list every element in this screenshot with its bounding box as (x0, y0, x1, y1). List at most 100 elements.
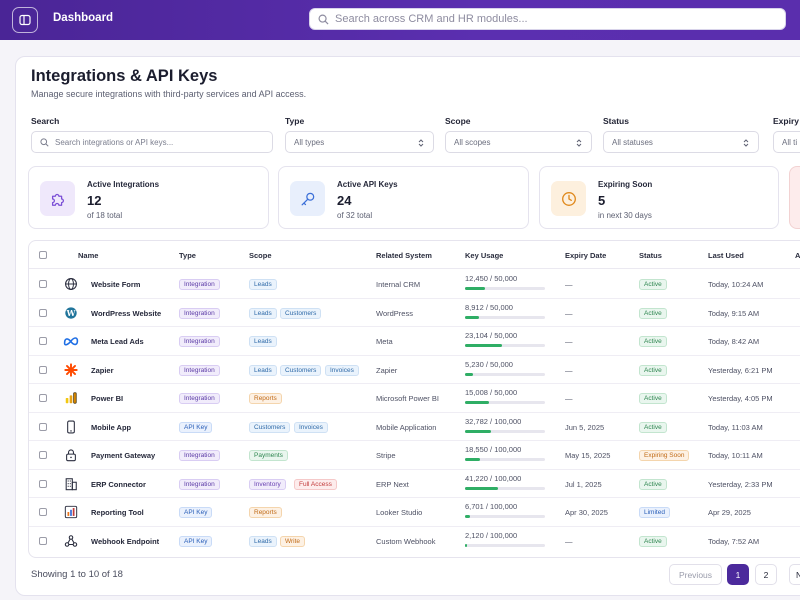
scope-badge-invoices: Invoices (294, 421, 328, 433)
table-row[interactable]: Payment Gateway Integration Payments Stripe… (29, 441, 800, 470)
type-badge: Integration (179, 450, 220, 461)
type-badge: API Key (179, 507, 213, 518)
expiry-select[interactable]: All ti (773, 131, 800, 153)
expiry-date: Jul 1, 2025 (565, 479, 602, 489)
row-name[interactable]: ERP Connector (91, 479, 146, 489)
key-usage-text: 12,450 / 50,000 (465, 274, 518, 283)
key-usage-bar-fill (465, 458, 480, 461)
key-usage-bar-fill (465, 372, 474, 376)
table-row[interactable]: Meta Lead Ads Integration Leads Meta 23,104 … (29, 327, 800, 356)
scope-badge-leads: Leads (249, 535, 277, 547)
status-badge: Active (639, 535, 667, 547)
row-checkbox[interactable] (39, 508, 47, 516)
key-icon (290, 181, 325, 216)
key-usage-text: 15,008 / 50,000 (465, 388, 518, 397)
key-usage-text: 6,701 / 100,000 (465, 502, 518, 511)
table-row[interactable]: Reporting Tool API Key Reports Looker Studi… (29, 498, 800, 527)
col-type[interactable]: Type (179, 251, 196, 260)
expiry-date: — (565, 337, 573, 346)
row-checkbox[interactable] (39, 536, 47, 545)
col-status[interactable]: Status (639, 251, 662, 260)
col-key-usage[interactable]: Key Usage (465, 251, 504, 260)
scope-badge-reports: Reports (249, 507, 282, 518)
row-name[interactable]: Zapier (91, 365, 114, 375)
chart-icon (63, 504, 79, 520)
row-name[interactable]: Webhook Endpoint (91, 536, 160, 546)
page-2-button[interactable]: 2 (755, 564, 777, 585)
page-subtitle: Manage secure integrations with third-pa… (31, 89, 307, 99)
row-name[interactable]: Power BI (91, 394, 124, 403)
row-checkbox[interactable] (39, 422, 47, 431)
row-name[interactable]: Mobile App (91, 422, 132, 432)
key-usage-text: 18,550 / 100,000 (465, 445, 522, 454)
row-name[interactable]: Meta Lead Ads (91, 337, 144, 346)
type-badge: Integration (179, 478, 220, 490)
scope-select[interactable]: All scopes (445, 131, 592, 153)
page-1-button[interactable]: 1 (727, 564, 749, 585)
svg-text:W: W (66, 308, 76, 317)
type-badge: API Key (179, 535, 213, 547)
row-checkbox[interactable] (39, 479, 47, 488)
table-row[interactable]: Power BI Integration Reports Microsoft Powe… (29, 384, 800, 413)
col-actions: Ac (795, 251, 800, 260)
row-checkbox[interactable] (39, 308, 47, 317)
status-filter-label: Status (603, 116, 629, 126)
global-search[interactable] (309, 8, 786, 30)
row-checkbox[interactable] (39, 394, 47, 402)
select-all-checkbox[interactable] (39, 251, 47, 259)
stat-label: Active API Keys (337, 180, 398, 189)
status-badge: Active (639, 478, 667, 490)
scope-badge-invoices: Invoices (325, 364, 359, 376)
table-row[interactable]: ERP Connector Integration Inventory Full Ac… (29, 470, 800, 498)
last-used: Yesterday, 4:05 PM (708, 394, 773, 403)
status-badge: Active (639, 421, 667, 433)
related-system: Mobile Application (376, 422, 437, 432)
col-name[interactable]: Name (78, 251, 99, 260)
row-name[interactable]: Payment Gateway (91, 451, 156, 460)
status-select-value: All statuses (612, 137, 653, 147)
expiry-filter-label: Expiry (773, 116, 799, 126)
expiry-date: May 15, 2025 (565, 451, 611, 460)
scope-badge-leads: Leads (249, 307, 277, 319)
row-checkbox[interactable] (39, 451, 47, 459)
last-used: Today, 7:52 AM (708, 536, 760, 546)
related-system: Custom Webhook (376, 536, 436, 546)
type-select[interactable]: All types (285, 131, 434, 153)
table-row[interactable]: Webhook Endpoint API Key Leads Write Custom … (29, 527, 800, 556)
col-scope[interactable]: Scope (249, 251, 272, 260)
type-badge: Integration (179, 307, 220, 319)
scope-filter-label: Scope (445, 116, 471, 126)
row-checkbox[interactable] (39, 365, 47, 374)
col-expiry-date[interactable]: Expiry Date (565, 251, 607, 260)
key-usage-bar (465, 543, 545, 547)
next-button[interactable]: N (789, 564, 800, 585)
stat-label: Expiring Soon (598, 180, 653, 189)
filter-search-field[interactable] (31, 131, 273, 153)
expiry-date: Jun 5, 2025 (565, 422, 605, 432)
previous-button[interactable]: Previous (669, 564, 722, 585)
related-system: Stripe (376, 451, 396, 460)
table-row[interactable]: Zapier Integration Leads Customers Invoices Z… (29, 356, 800, 384)
sidebar-toggle-button[interactable] (12, 7, 38, 33)
meta-icon (63, 333, 79, 349)
filter-search-input[interactable] (55, 137, 255, 147)
global-search-input[interactable] (335, 13, 775, 25)
table-row[interactable]: Website Form Integration Leads Internal CRM… (29, 270, 800, 299)
stat-sub: of 32 total (337, 211, 373, 220)
expiry-date: — (565, 308, 573, 318)
row-name[interactable]: WordPress Website (91, 308, 162, 318)
last-used: Today, 9:15 AM (708, 308, 760, 318)
main-card: Integrations & API Keys Manage secure in… (15, 56, 800, 596)
scope-badge-customers: Customers (249, 421, 291, 433)
key-usage-text: 41,220 / 100,000 (465, 473, 522, 483)
row-name[interactable]: Reporting Tool (91, 508, 144, 517)
row-checkbox[interactable] (39, 337, 47, 345)
scope-badge-write: Write (280, 535, 306, 547)
row-name[interactable]: Website Form (91, 280, 141, 289)
table-row[interactable]: Mobile App API Key Customers Invoices Mobile… (29, 413, 800, 441)
row-checkbox[interactable] (39, 280, 47, 288)
table-row[interactable]: W WordPress Website Integration Leads Custom… (29, 299, 800, 327)
col-last-used[interactable]: Last Used (708, 251, 744, 260)
col-related-system[interactable]: Related System (376, 251, 432, 260)
status-select[interactable]: All statuses (603, 131, 759, 153)
